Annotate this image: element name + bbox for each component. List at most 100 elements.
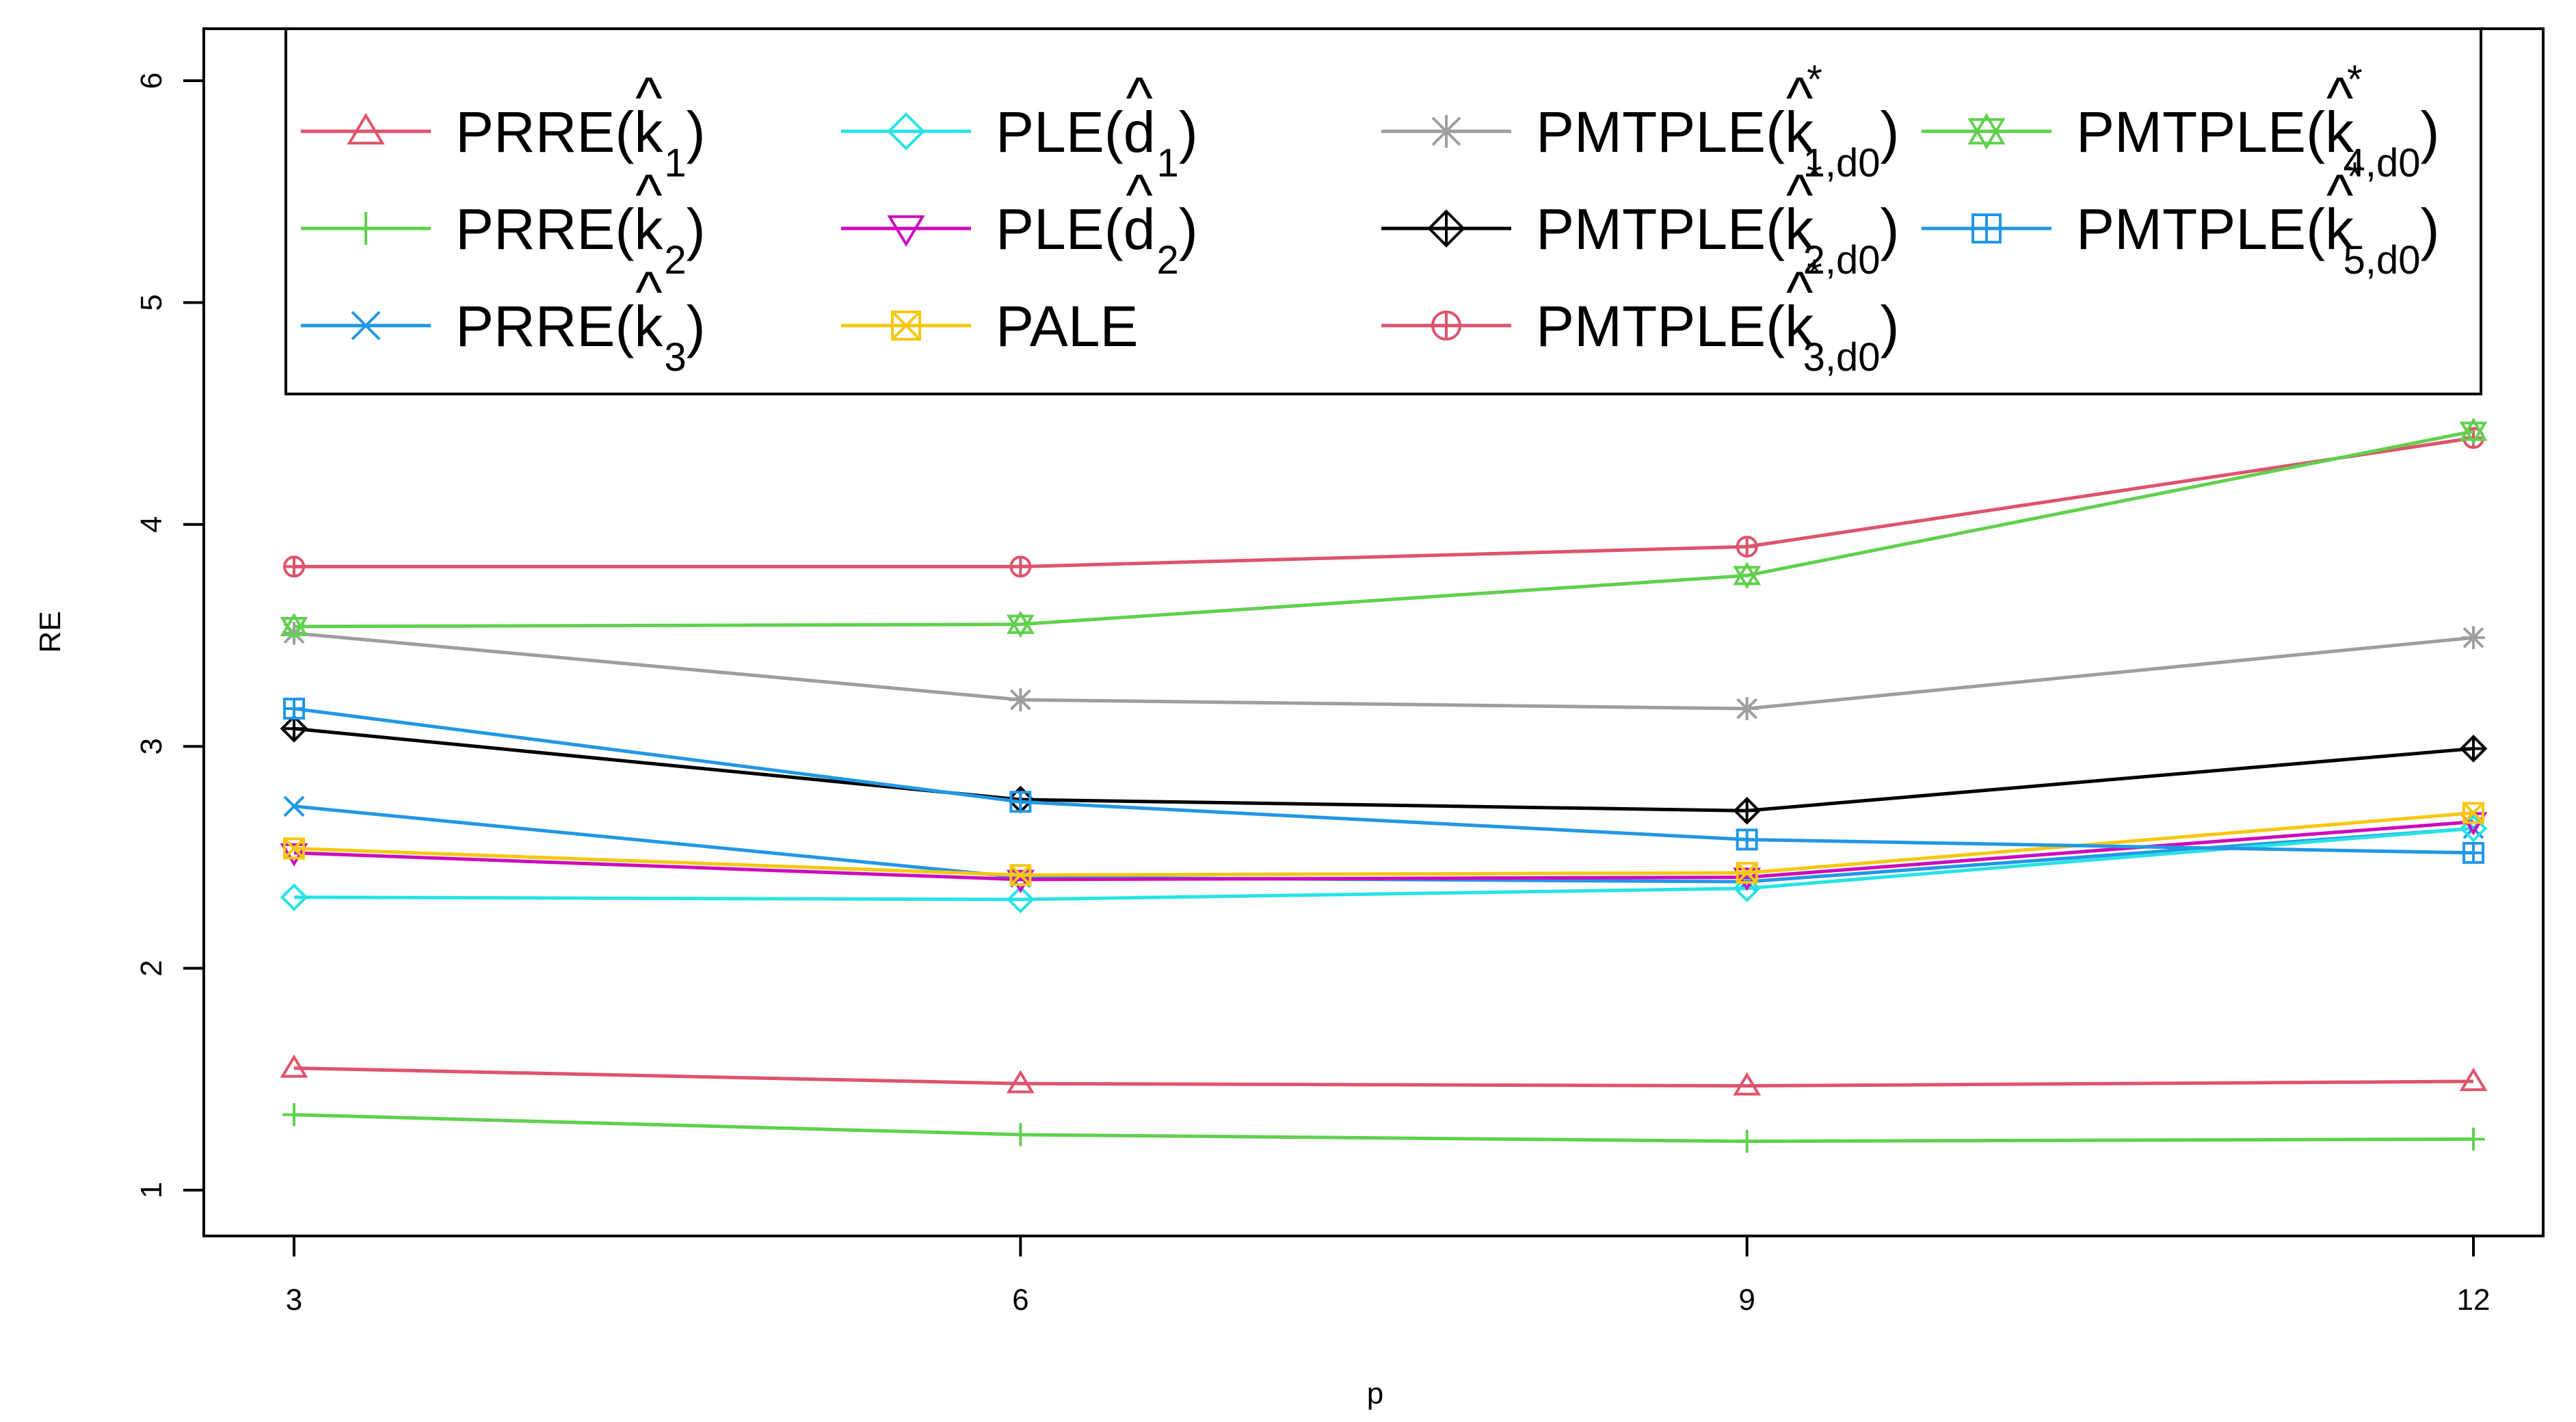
data-point [1006,610,1035,638]
legend-swatch-marker [887,112,925,150]
series-pale [283,802,2484,886]
legend-item: PMTPLE(k* 3,d0)^ [1381,252,1900,380]
legend-swatch-marker [1971,213,2002,243]
legend-item: PRRE(k1)^ [301,66,706,185]
y-tick-label: 4 [135,516,168,533]
series-prre-k-2 [282,1103,2485,1153]
x-tick-label: 12 [2457,1283,2491,1317]
legend-label: PALE [996,294,1139,358]
data-point [1007,885,1035,914]
y-axis-label: RE [34,611,67,653]
hat-accent: ^ [2326,66,2353,130]
hat-accent: ^ [1126,163,1152,227]
x-tick-label: 6 [1012,1283,1028,1317]
series-line [293,820,2474,882]
series-prre-k-1 [280,1054,2488,1096]
y-tick-label: 3 [135,738,168,754]
legend-label: PRRE(k3) [455,294,706,380]
legend-box [284,27,2482,395]
legend-label: PRRE(k2) [455,197,706,282]
series-line [293,804,2474,884]
legend-swatch-marker [887,215,925,247]
series-pmtple-k-4-d0 [280,417,2488,641]
data-point [1733,874,1761,903]
legend-item: PMTPLE(k* 1,d0)^ [1381,57,1900,185]
series-line [293,430,2474,629]
legend-swatch-marker [891,311,921,341]
legend-label: PLE(d1) [996,100,1198,185]
data-point [282,1103,306,1127]
legend-item: PRRE(k3)^ [301,260,706,380]
hat-accent: ^ [1786,163,1813,227]
data-point [1006,1070,1035,1094]
legend-item: PRRE(k2)^ [301,163,706,282]
x-tick-label: 9 [1738,1283,1755,1317]
hat-accent: ^ [2326,163,2353,227]
data-point [2462,841,2484,864]
series-pmtple-k-3-d0 [283,427,2484,578]
data-point [1733,1072,1762,1096]
y-tick-label: 1 [135,1182,168,1198]
data-point [2459,735,2488,763]
data-point [2462,802,2484,824]
y-tick-label: 5 [135,294,168,311]
legend-label: PMTPLE(k* 5,d0) [2076,155,2440,282]
legend-label: PMTPLE(k* 1,d0) [1536,57,1900,185]
legend-swatch-marker [1431,311,1461,341]
legend-item: PLE(d1)^ [841,66,1198,185]
data-point [283,555,305,578]
hat-accent: ^ [635,260,662,324]
hat-accent: ^ [1786,66,1813,130]
legend-swatch-marker [1967,113,2006,150]
data-point [1009,555,1032,578]
data-point [1736,862,1758,884]
series-ple-d-1 [280,814,2488,914]
series-line [293,811,2474,877]
x-axis-label: p [1367,1377,1383,1410]
data-point [1736,536,1758,558]
data-point [1009,1123,1033,1146]
legend-label: PRRE(k1) [455,100,706,185]
legend-swatch-marker [349,212,382,245]
data-point [2462,626,2485,650]
data-point [280,714,308,743]
series-pmtple-k-1-d0 [282,621,2485,720]
hat-accent: ^ [635,66,662,130]
data-point [1009,864,1032,886]
series-line [294,436,2474,568]
data-point [2459,814,2488,843]
series-line [293,726,2474,813]
legend-label: PLE(d2) [996,197,1198,282]
data-point [283,795,305,817]
data-point [1736,828,1758,851]
legend-item: PMTPLE(k* 4,d0)^ [1922,57,2440,185]
data-point [280,883,308,912]
series-line [293,707,2474,855]
legend-item: PLE(d2)^ [841,163,1198,282]
data-point [1735,1129,1759,1153]
legend-item: PMTPLE(k* 5,d0)^ [1922,155,2440,282]
x-tick-label: 3 [286,1283,302,1317]
legend-swatch-marker [1427,209,1465,248]
hat-accent: ^ [1126,66,1152,130]
data-point [2459,1068,2488,1092]
hat-accent: ^ [1786,260,1813,324]
series-pmtple-k-5-d0 [283,698,2484,864]
legend-swatch-marker [347,113,385,145]
data-point [1009,791,1032,813]
y-tick-label: 2 [135,960,168,976]
legend-item: PALE [841,294,1139,358]
data-point [1735,697,1759,720]
legend-swatch-marker [1430,115,1463,148]
series-line [293,1066,2474,1088]
legend: PRRE(k1)^PRRE(k2)^PRRE(k3)^PLE(d1)^PLE(d… [284,27,2482,395]
series-line [293,1113,2474,1144]
series-line [293,826,2474,901]
data-point [280,613,308,641]
legend-swatch-marker [351,311,381,341]
legend-label: PMTPLE(k* 3,d0) [1536,252,1900,380]
data-point [283,698,305,720]
legend-label: PMTPLE(k* 4,d0) [2076,57,2440,185]
